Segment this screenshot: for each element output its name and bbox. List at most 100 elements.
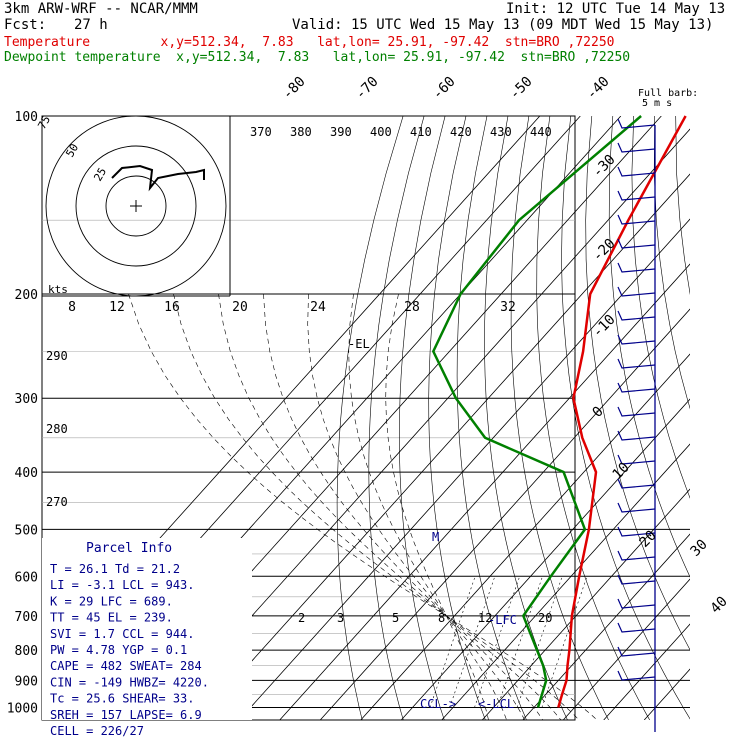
dry-adiabat — [398, 116, 446, 720]
wind-barb — [617, 502, 656, 513]
mixing-ratio-label-8: 8 — [438, 611, 445, 625]
mixing-ratio-label-3: 3 — [337, 611, 344, 625]
temp-tick--40: -40 — [584, 74, 613, 103]
forecast-hour: 27 h — [74, 17, 108, 33]
theta-label-400: 400 — [370, 125, 392, 139]
isotherm — [360, 353, 690, 720]
temp-tick--60: -60 — [430, 74, 459, 103]
wind-barb — [617, 142, 656, 153]
isotherm — [481, 488, 690, 720]
dry-adiabat — [718, 116, 740, 720]
theta-e-label-290: 290 — [46, 349, 68, 363]
dry-adiabat — [608, 116, 690, 578]
pressure-tick-1000: 1000 — [7, 701, 38, 716]
model-title: 3km ARW-WRF -- NCAR/MMM — [4, 1, 198, 17]
wind-barb — [617, 406, 656, 417]
valid-time: Valid: 15 UTC Wed 15 May 13 (09 MDT Wed … — [292, 17, 714, 33]
mixing-ratio-label-20: 20 — [538, 611, 552, 625]
dry-adiabat — [428, 116, 486, 720]
init-time: Init: 12 UTC Tue 14 May 13 — [506, 1, 726, 17]
wind-barbs — [617, 118, 656, 732]
theta-e-label-270: 270 — [46, 495, 68, 509]
wind-barb — [617, 646, 656, 657]
isotherm — [562, 578, 690, 720]
dry-adiabat — [653, 116, 690, 410]
mixing-ratio-line — [449, 576, 496, 708]
temp-tick-20: 20 — [637, 528, 660, 551]
mixing-ratio-label-5: 5 — [392, 611, 399, 625]
theta-label-370: 370 — [250, 125, 272, 139]
pressure-tick-400: 400 — [15, 466, 38, 481]
isotherm — [643, 668, 690, 720]
isotherm — [603, 623, 690, 720]
temp-tick--10: -10 — [590, 312, 619, 341]
wind-barb — [617, 262, 656, 273]
hodo-speed-label-24: 24 — [310, 300, 326, 315]
hodo-speed-label-20: 20 — [232, 300, 248, 315]
parcel-info-row: CELL = 226/27 — [50, 724, 144, 738]
parcel-info-row: CAPE = 482 SWEAT= 284 — [50, 659, 202, 673]
pressure-tick-700: 700 — [15, 610, 38, 625]
hodo-speed-label-16: 16 — [164, 300, 180, 315]
wind-barb — [617, 190, 656, 201]
hodograph — [42, 115, 231, 297]
parcel-info-row: LI = -3.1 LCL = 943. — [50, 578, 195, 592]
wind-barb — [617, 574, 656, 585]
barb-legend-title: Full barb: — [638, 88, 698, 99]
temp-tick--70: -70 — [353, 74, 382, 103]
wind-barb — [617, 310, 656, 321]
pressure-tick-800: 800 — [15, 644, 38, 659]
wind-barb — [617, 430, 656, 441]
annot-el: -EL — [348, 337, 370, 351]
moist-adiabat — [348, 293, 507, 720]
mixing-ratio-label-12: 12 — [478, 611, 492, 625]
pressure-tick-100: 100 — [15, 110, 38, 125]
dry-adiabat — [697, 116, 740, 720]
dewpoint-profile — [431, 115, 642, 708]
wind-barb — [617, 118, 656, 129]
parcel-info-box: Parcel Info T = 26.1 Td = 21.2 LI = -3.1 L… — [42, 538, 252, 738]
wind-barb — [617, 238, 656, 249]
wind-barb — [617, 382, 656, 393]
wind-barb — [617, 454, 656, 465]
mixing-ratio-line — [541, 576, 588, 708]
isotherm — [279, 263, 690, 720]
pressure-tick-500: 500 — [15, 523, 38, 538]
hodo-ring — [105, 175, 167, 237]
temp-tick--80: -80 — [280, 74, 309, 103]
moist-adiabat — [128, 293, 598, 720]
hodo-speed-label-32: 32 — [500, 300, 516, 315]
dry-adiabat — [585, 116, 690, 651]
temperature-profile — [557, 115, 687, 708]
wind-barb — [617, 358, 656, 369]
pressure-tick-300: 300 — [15, 392, 38, 407]
isotherm — [441, 443, 690, 720]
pressure-tick-200: 200 — [15, 288, 38, 303]
mixing-ratio-line — [429, 576, 476, 708]
chart-lines — [431, 115, 687, 708]
parcel-info-row: CIN = -149 HWBZ= 4220. — [50, 675, 209, 689]
moist-adiabat — [218, 293, 562, 720]
wind-barb — [617, 550, 656, 561]
wind-barb — [617, 478, 656, 489]
parcel-info-row: SREH = 157 LAPSE= 6.9 — [50, 708, 202, 722]
temp-tick-30: 30 — [688, 537, 711, 560]
wind-barb — [617, 214, 656, 225]
parcel-info-row: Tc = 25.6 SHEAR= 33. — [50, 692, 195, 706]
wind-barb — [617, 526, 656, 537]
annot-lcl: <-LCL — [478, 697, 514, 711]
wind-barb — [617, 670, 656, 681]
hodo-speed-label-28: 28 — [404, 300, 420, 315]
parcel-info-row: TT = 45 EL = 239. — [50, 611, 173, 625]
legend-dewpoint: Dewpoint temperature x,y=512.34, 7.83 la… — [4, 50, 631, 65]
theta-e-label-280: 280 — [46, 422, 68, 436]
parcel-info-bg — [42, 538, 252, 720]
chart-labels: 100 200 300 400 500 600 700 800 900 1000 -80 -70 -60… — [7, 74, 731, 738]
temp-tick--50: -50 — [507, 74, 536, 103]
hodo-unit: kts — [48, 283, 68, 296]
mixing-ratio-line — [474, 576, 520, 708]
moist-adiabat — [307, 293, 525, 720]
temp-tick-40: 40 — [708, 594, 731, 617]
moist-adiabat — [173, 293, 580, 720]
